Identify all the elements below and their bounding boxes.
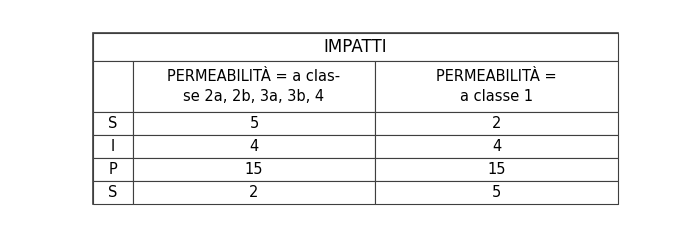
Bar (93, 135, 133, 158)
Text: IMPATTI: IMPATTI (324, 38, 387, 56)
Bar (93, 158, 133, 181)
Text: I: I (111, 139, 115, 154)
Text: S: S (108, 116, 117, 131)
Text: 15: 15 (245, 162, 263, 177)
Text: PERMEABILITÀ = a clas-
se 2a, 2b, 3a, 3b, 4: PERMEABILITÀ = a clas- se 2a, 2b, 3a, 3b… (167, 69, 341, 104)
Text: 2: 2 (249, 185, 259, 200)
Bar (133, 181, 375, 204)
Bar (375, 112, 618, 135)
Text: 15: 15 (487, 162, 506, 177)
Bar (133, 135, 375, 158)
Text: 5: 5 (249, 116, 259, 131)
Bar (375, 135, 618, 158)
Text: S: S (108, 185, 117, 200)
Bar (375, 158, 618, 181)
Text: 5: 5 (492, 185, 501, 200)
Bar (133, 61, 375, 112)
Bar (93, 61, 133, 112)
Text: PERMEABILITÀ =
a classe 1: PERMEABILITÀ = a classe 1 (437, 69, 557, 104)
Bar (93, 181, 133, 204)
Bar (93, 33, 618, 61)
Text: P: P (108, 162, 117, 177)
Bar (375, 61, 618, 112)
Bar (93, 112, 133, 135)
Text: 2: 2 (492, 116, 502, 131)
Text: 4: 4 (249, 139, 259, 154)
Bar (133, 112, 375, 135)
Text: 4: 4 (492, 139, 501, 154)
Bar (375, 181, 618, 204)
Bar (133, 158, 375, 181)
